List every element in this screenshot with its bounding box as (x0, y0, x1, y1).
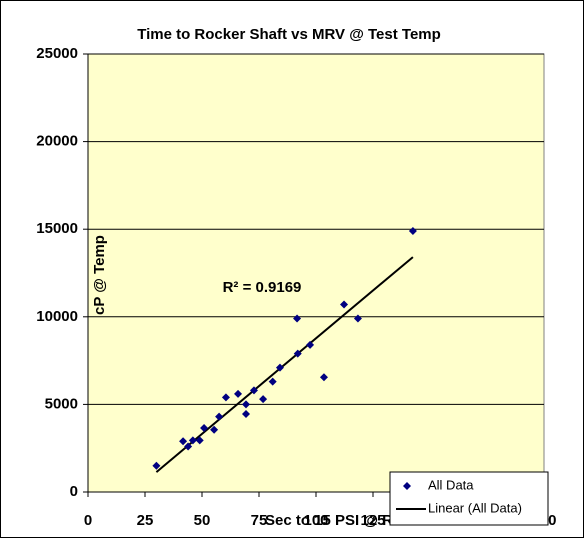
data-point (340, 300, 349, 309)
x-tick-label: 50 (194, 512, 211, 529)
data-point (221, 393, 230, 402)
legend-marker (403, 482, 411, 490)
x-tick-label: 75 (251, 512, 268, 529)
chart-title: Time to Rocker Shaft vs MRV @ Test Temp (137, 26, 441, 43)
legend-label: Linear (All Data) (428, 500, 522, 515)
y-tick-label: 0 (70, 483, 78, 500)
x-tick-label: 125 (360, 512, 385, 529)
y-tick-label: 10000 (36, 308, 78, 325)
data-point (242, 400, 251, 409)
plot-area (87, 53, 545, 493)
data-point (188, 436, 197, 445)
y-axis-label: cP @ Temp (91, 235, 108, 315)
data-point (210, 425, 219, 434)
data-point (408, 226, 417, 235)
data-point (293, 349, 302, 358)
legend-box (389, 471, 549, 526)
data-point (293, 314, 302, 323)
data-point (353, 314, 362, 323)
data-point (179, 437, 188, 446)
x-tick-label: 0 (84, 512, 92, 529)
data-point (215, 412, 224, 421)
data-point (306, 340, 315, 349)
x-tick-label: 100 (303, 512, 328, 529)
data-point (195, 436, 204, 445)
y-tick-label: 5000 (45, 395, 78, 412)
data-point (259, 395, 268, 404)
legend-label: All Data (428, 477, 474, 492)
trendline (155, 256, 414, 473)
data-point (184, 442, 193, 451)
y-tick-label: 25000 (36, 45, 78, 62)
data-point (242, 410, 251, 419)
y-tick-label: 15000 (36, 220, 78, 237)
data-point (275, 363, 284, 372)
data-point (319, 373, 328, 382)
r-squared: R² = 0.9169 (223, 279, 302, 296)
x-tick-label: 25 (137, 512, 154, 529)
data-point (268, 377, 277, 386)
data-point (234, 389, 243, 398)
y-tick-label: 20000 (36, 133, 78, 150)
data-point (249, 386, 258, 395)
data-point (200, 424, 209, 433)
data-point (152, 461, 161, 470)
